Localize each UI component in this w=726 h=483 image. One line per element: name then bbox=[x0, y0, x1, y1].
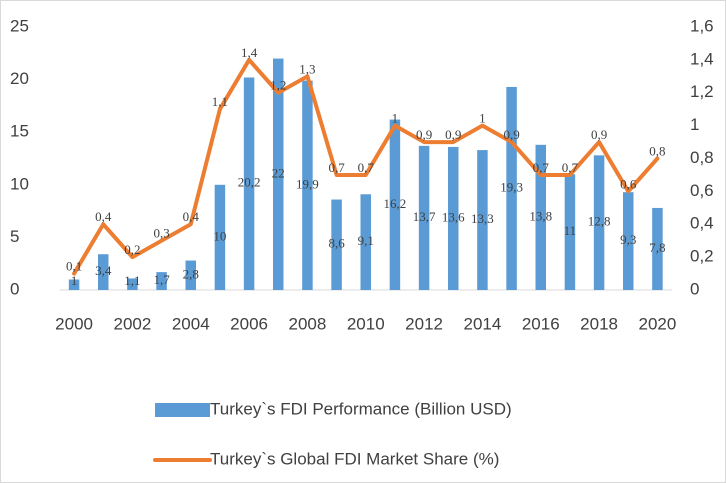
bar bbox=[477, 150, 488, 290]
line bbox=[72, 57, 660, 276]
data-label: 0,1 bbox=[66, 259, 82, 274]
data-label: 16,2 bbox=[384, 196, 407, 211]
data-label: 7,8 bbox=[649, 240, 665, 255]
legend-swatch bbox=[155, 403, 210, 417]
x-tick-label: 2014 bbox=[464, 314, 502, 333]
data-label: 0,9 bbox=[591, 127, 607, 142]
data-label: 22 bbox=[272, 165, 285, 180]
bar bbox=[302, 80, 313, 290]
bar bbox=[389, 119, 401, 291]
data-label: 10 bbox=[213, 228, 226, 243]
data-label: 2,8 bbox=[183, 266, 199, 281]
data-label: 11 bbox=[564, 223, 577, 238]
x-tick-label: 2018 bbox=[580, 314, 618, 333]
data-label: 0,9 bbox=[416, 127, 432, 142]
bar bbox=[564, 174, 576, 290]
legend-label: Turkey`s Global FDI Market Share (%) bbox=[210, 449, 499, 468]
data-label: 1,1 bbox=[124, 273, 140, 288]
bar bbox=[156, 272, 167, 290]
bar bbox=[68, 279, 80, 290]
bar bbox=[418, 145, 430, 290]
legend-label: Turkey`s FDI Performance (Billion USD) bbox=[210, 399, 512, 418]
y2-tick-label: 0,2 bbox=[690, 247, 714, 266]
bar bbox=[243, 77, 255, 290]
y-tick-label: 10 bbox=[10, 174, 29, 193]
data-label: 3,4 bbox=[95, 263, 112, 278]
data-label: 9,3 bbox=[620, 232, 636, 247]
data-label: 1,7 bbox=[153, 272, 170, 287]
data-label: 13,7 bbox=[413, 209, 436, 224]
data-label: 13,8 bbox=[529, 208, 552, 223]
bar bbox=[98, 254, 109, 290]
y-tick-label: 20 bbox=[10, 69, 29, 88]
bar bbox=[127, 278, 138, 290]
bar bbox=[593, 155, 605, 290]
data-label: 20,2 bbox=[238, 175, 261, 190]
data-label: 1,4 bbox=[241, 45, 258, 60]
data-label: 1 bbox=[392, 111, 399, 126]
bar bbox=[331, 199, 342, 290]
bar bbox=[448, 146, 459, 290]
x-tick-label: 2002 bbox=[114, 314, 152, 333]
data-label: 19,9 bbox=[296, 176, 319, 191]
data-label: 13,6 bbox=[442, 209, 465, 224]
data-label: 0,9 bbox=[445, 127, 461, 142]
data-label: 1,2 bbox=[270, 78, 286, 93]
data-label: 1 bbox=[71, 273, 78, 288]
y2-tick-label: 0 bbox=[690, 279, 699, 298]
y2-tick-label: 0,6 bbox=[690, 181, 714, 200]
data-label: 1,1 bbox=[212, 94, 228, 109]
data-label: 0,3 bbox=[153, 226, 169, 241]
bar bbox=[360, 194, 371, 290]
bar bbox=[214, 184, 226, 290]
y-tick-label: 5 bbox=[10, 227, 19, 246]
data-label: 0,4 bbox=[95, 209, 112, 224]
data-label: 1,3 bbox=[299, 61, 315, 76]
bar bbox=[506, 86, 517, 291]
data-label: 0,9 bbox=[503, 127, 519, 142]
x-tick-label: 2006 bbox=[230, 314, 268, 333]
x-tick-label: 2000 bbox=[55, 314, 93, 333]
data-label: 0,7 bbox=[533, 160, 550, 175]
data-label: 0,7 bbox=[562, 160, 579, 175]
x-tick-label: 2008 bbox=[289, 314, 327, 333]
data-label: 0,6 bbox=[620, 176, 637, 191]
data-label: 19,3 bbox=[500, 179, 523, 194]
y2-tick-label: 1,2 bbox=[690, 82, 714, 101]
data-label: 0,4 bbox=[183, 209, 200, 224]
x-tick-label: 2004 bbox=[172, 314, 210, 333]
y-tick-label: 25 bbox=[10, 16, 29, 35]
data-label: 13,3 bbox=[471, 211, 494, 226]
data-label: 0,8 bbox=[649, 143, 665, 158]
data-label: 1 bbox=[479, 111, 486, 126]
y-tick-label: 15 bbox=[10, 122, 29, 141]
x-tick-label: 2016 bbox=[522, 314, 560, 333]
data-label: 12,8 bbox=[588, 214, 611, 229]
bar bbox=[535, 144, 546, 290]
x-tick-label: 2010 bbox=[347, 314, 385, 333]
y2-tick-label: 1,6 bbox=[690, 16, 714, 35]
data-label: 0,7 bbox=[358, 160, 375, 175]
bar bbox=[652, 207, 663, 290]
y2-tick-label: 1 bbox=[690, 115, 699, 134]
x-tick-label: 2020 bbox=[639, 314, 677, 333]
bar bbox=[185, 260, 196, 290]
y2-tick-label: 1,4 bbox=[690, 49, 714, 68]
x-tick-label: 2012 bbox=[405, 314, 443, 333]
data-label: 0,2 bbox=[124, 242, 140, 257]
bar bbox=[273, 58, 284, 291]
y2-tick-label: 0,8 bbox=[690, 148, 714, 167]
data-label: 0,7 bbox=[328, 160, 345, 175]
bar bbox=[623, 192, 634, 290]
y-tick-label: 0 bbox=[10, 279, 19, 298]
data-label: 8,6 bbox=[328, 236, 345, 251]
y2-tick-label: 0,4 bbox=[690, 214, 714, 233]
data-label: 9,1 bbox=[358, 233, 374, 248]
